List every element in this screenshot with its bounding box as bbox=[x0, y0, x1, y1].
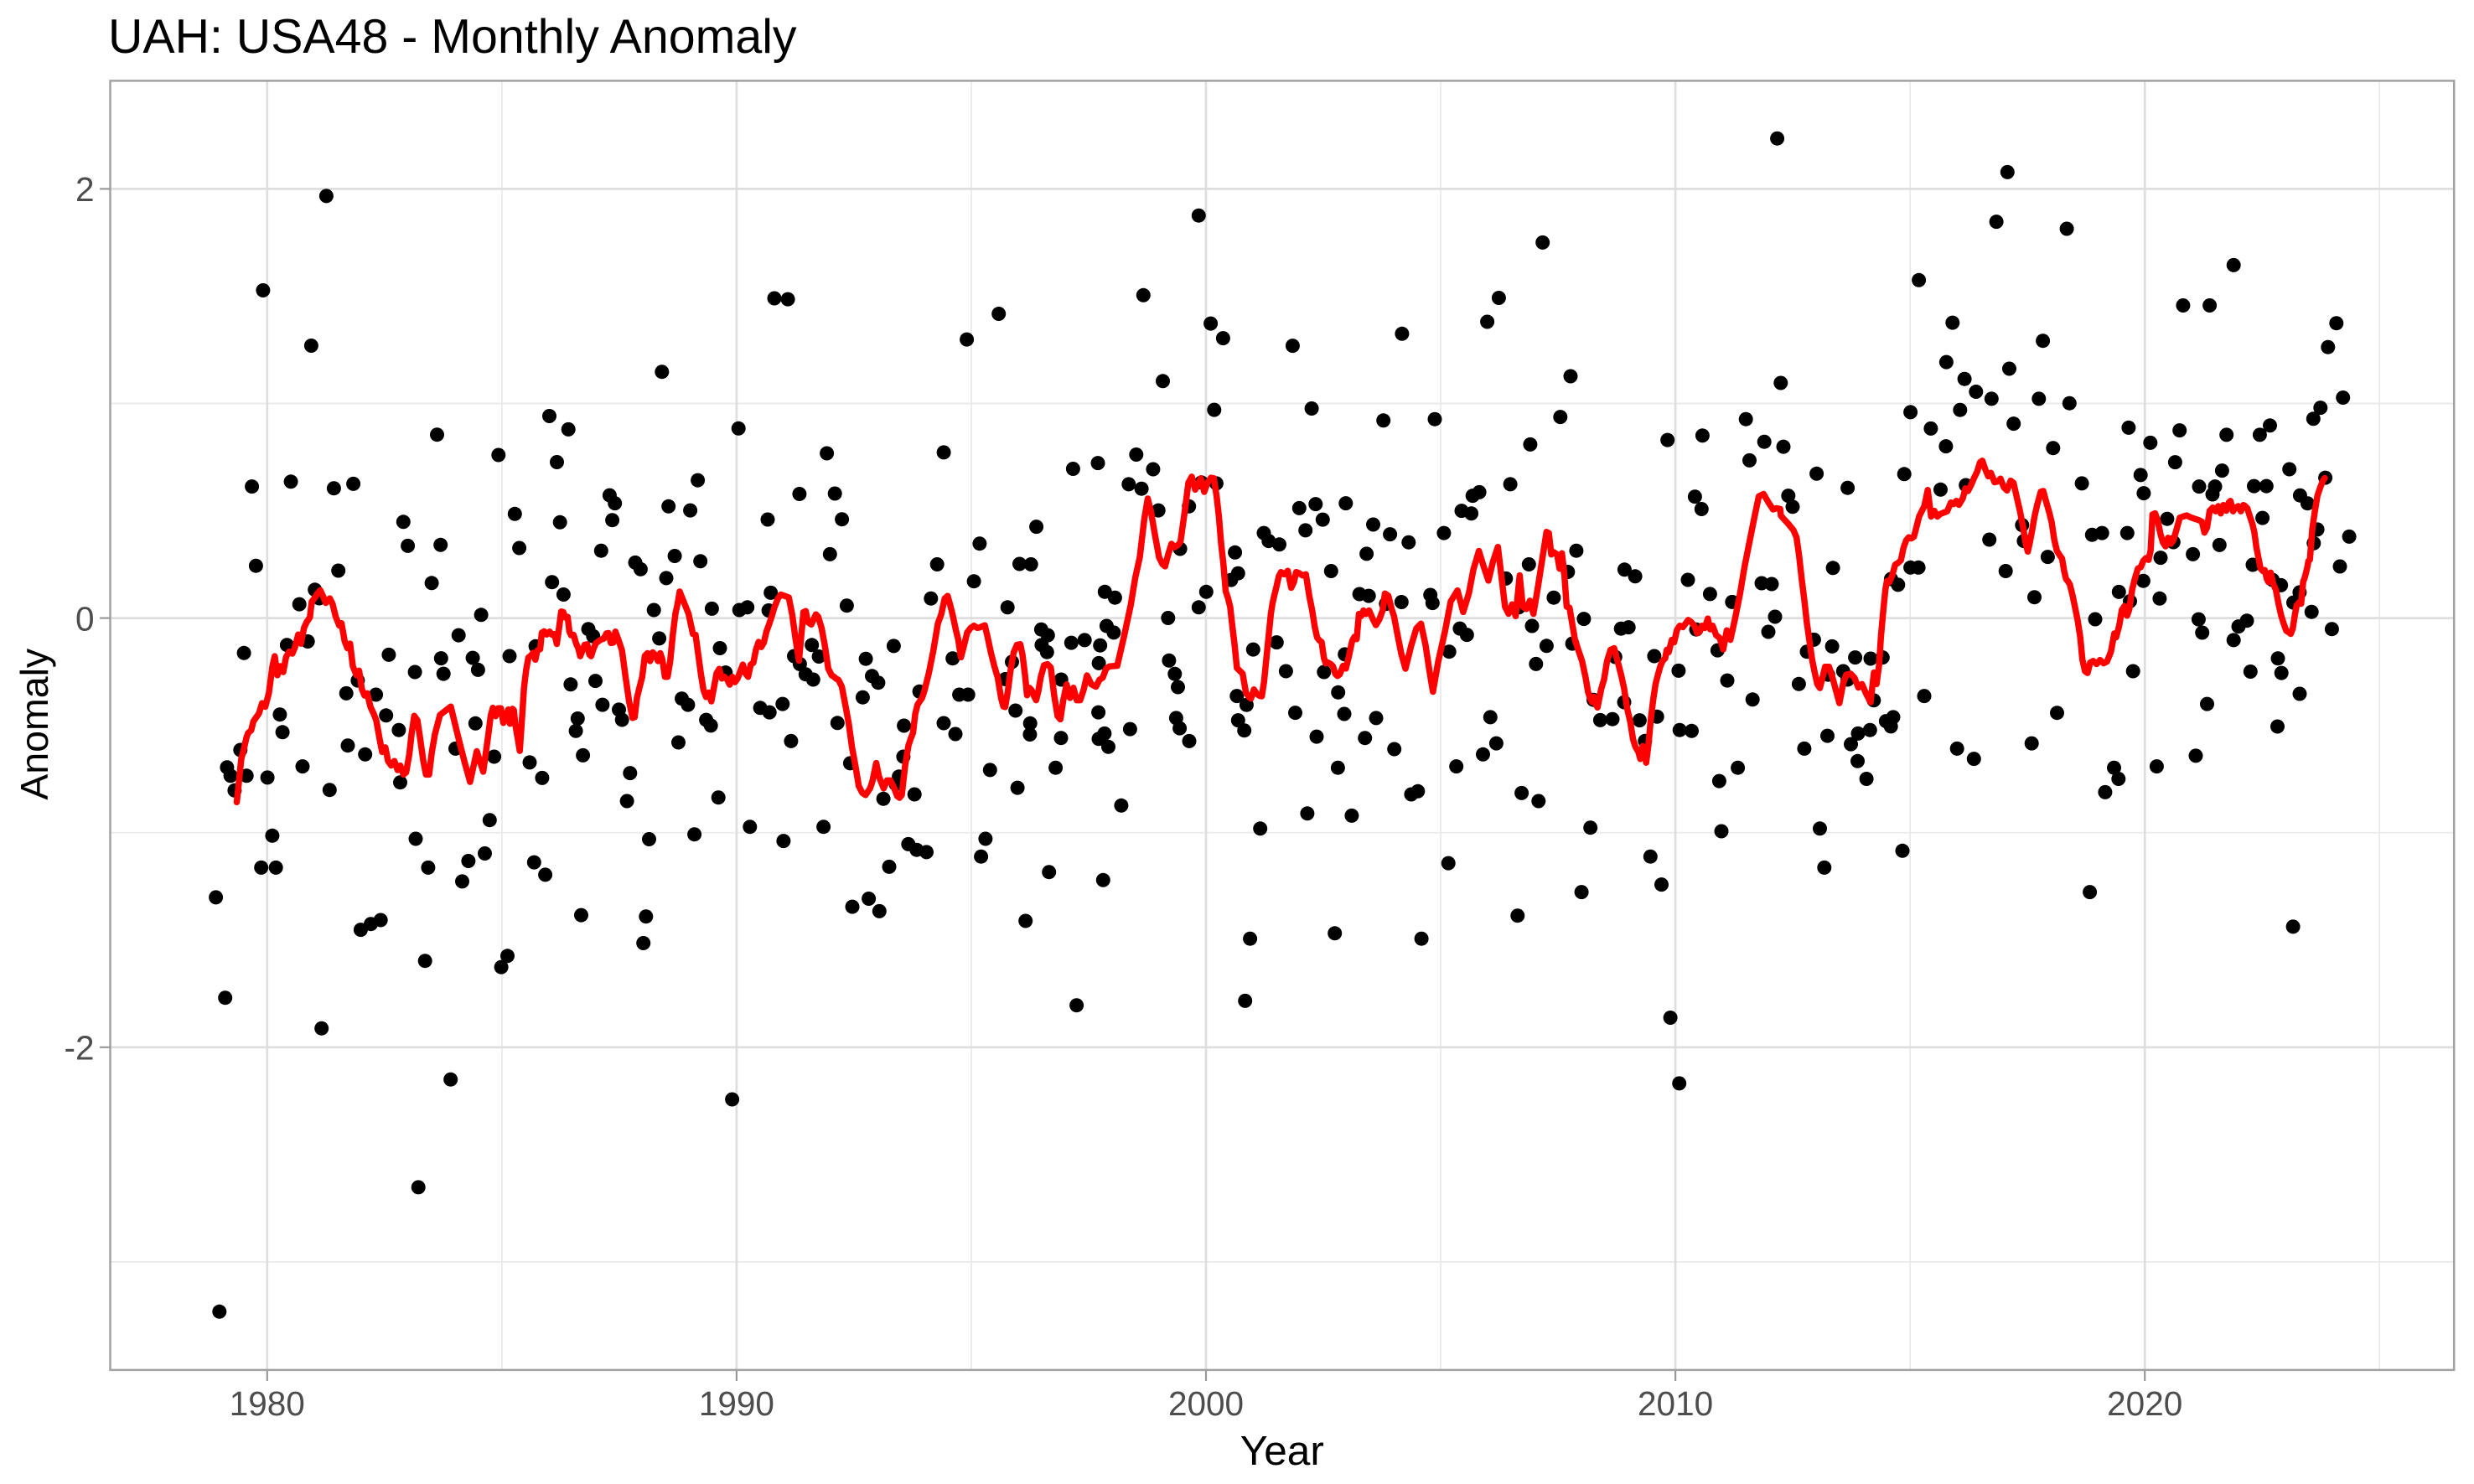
svg-text:2010: 2010 bbox=[1638, 1384, 1713, 1423]
svg-text:UAH: USA48 - Monthly Anomaly: UAH: USA48 - Monthly Anomaly bbox=[108, 10, 797, 64]
svg-text:2020: 2020 bbox=[2107, 1384, 2182, 1423]
svg-text:1980: 1980 bbox=[230, 1384, 305, 1423]
svg-text:Anomaly: Anomaly bbox=[13, 648, 56, 800]
svg-text:Year: Year bbox=[1240, 1428, 1324, 1474]
svg-text:1990: 1990 bbox=[699, 1384, 774, 1423]
svg-text:2: 2 bbox=[75, 170, 95, 209]
svg-text:2000: 2000 bbox=[1168, 1384, 1244, 1423]
svg-text:0: 0 bbox=[75, 599, 95, 638]
svg-text:-2: -2 bbox=[64, 1029, 94, 1068]
